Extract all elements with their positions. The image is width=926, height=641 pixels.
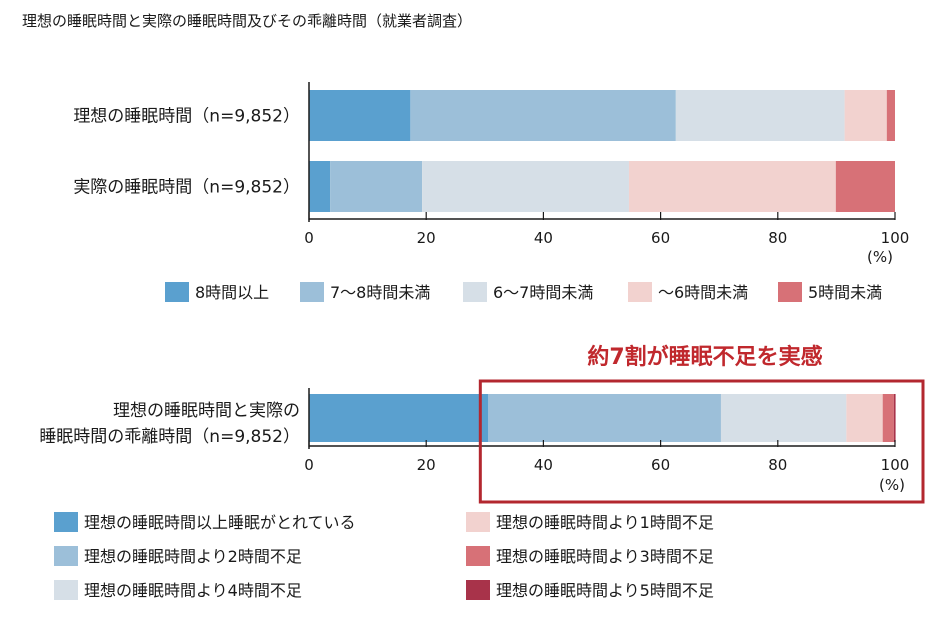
unit-label-c1: (%) [867, 248, 893, 266]
legend-swatch-c1-3 [628, 282, 652, 302]
bar-segment-c1-1-4 [835, 161, 895, 212]
chart-title: 理想の睡眠時間と実際の睡眠時間及びその乖離時間（就業者調査） [22, 12, 472, 30]
legend-swatch-c2-0 [54, 512, 78, 532]
bar-segment-c1-0-1 [410, 90, 676, 141]
legend-label-c2-2: 理想の睡眠時間より4時間不足 [84, 581, 302, 600]
legend-label-c2-5: 理想の睡眠時間より5時間不足 [496, 581, 714, 600]
bar-segment-c1-1-1 [330, 161, 423, 212]
legend-label-c1-3: ～6時間未満 [658, 283, 748, 302]
legend-label-c1-4: 5時間未満 [808, 283, 882, 302]
legend-swatch-c2-4 [466, 546, 490, 566]
legend-label-c2-3: 理想の睡眠時間より1時間不足 [496, 513, 714, 532]
bar-segment-c1-0-3 [844, 90, 887, 141]
x-tick-label-c2-3: 60 [651, 456, 670, 474]
x-tick-label-c1-0: 0 [304, 229, 314, 247]
x-tick-label-c2-2: 40 [534, 456, 553, 474]
bar-segment-c1-1-2 [422, 161, 629, 212]
legend-swatch-c1-0 [165, 282, 189, 302]
bar-segment-c2-3 [846, 394, 883, 442]
category-label-c1-1: 実際の睡眠時間（n=9,852） [73, 178, 300, 198]
bar-segment-c2-4 [882, 394, 894, 442]
legend-swatch-c2-1 [54, 546, 78, 566]
bar-segment-c1-0-4 [886, 90, 895, 141]
category-label-c2-line-0: 理想の睡眠時間と実際の [113, 401, 300, 421]
x-tick-label-c2-0: 0 [304, 456, 314, 474]
legend-swatch-c2-2 [54, 580, 78, 600]
bar-segment-c2-2 [720, 394, 847, 442]
legend-label-c2-1: 理想の睡眠時間より2時間不足 [84, 547, 302, 566]
x-tick-label-c2-1: 20 [417, 456, 436, 474]
bar-segment-c2-1 [488, 394, 721, 442]
annotation-text: 約7割が睡眠不足を実感 [587, 344, 822, 370]
legend-label-c1-2: 6～7時間未満 [493, 283, 593, 302]
legend-swatch-c1-2 [463, 282, 487, 302]
highlight-box [478, 379, 925, 504]
unit-label-c2: (%) [879, 476, 905, 494]
x-tick-label-c1-3: 60 [651, 229, 670, 247]
bar-segment-c1-1-0 [309, 161, 331, 212]
bar-segment-c1-0-0 [309, 90, 411, 141]
x-tick-label-c1-5: 100 [881, 229, 910, 247]
legend-swatch-c2-5 [466, 580, 490, 600]
x-tick-label-c1-1: 20 [417, 229, 436, 247]
x-tick-label-c2-5: 100 [881, 456, 910, 474]
legend-label-c2-0: 理想の睡眠時間以上睡眠がとれている [84, 513, 356, 532]
category-label-c2-line-1: 睡眠時間の乖離時間（n=9,852） [39, 427, 300, 447]
bar-segment-c2-0 [309, 394, 489, 442]
legend-label-c1-0: 8時間以上 [195, 283, 269, 302]
legend-swatch-c1-4 [778, 282, 802, 302]
legend-swatch-c2-3 [466, 512, 490, 532]
category-label-c1-0: 理想の睡眠時間（n=9,852） [73, 107, 300, 127]
bar-segment-c2-5 [893, 394, 896, 442]
legend-swatch-c1-1 [300, 282, 324, 302]
legend-label-c1-1: 7～8時間未満 [330, 283, 430, 302]
bar-segment-c1-1-3 [628, 161, 836, 212]
bar-segment-c1-0-2 [675, 90, 845, 141]
x-tick-label-c2-4: 80 [768, 456, 787, 474]
x-tick-label-c1-2: 40 [534, 229, 553, 247]
legend-label-c2-4: 理想の睡眠時間より3時間不足 [496, 547, 714, 566]
x-tick-label-c1-4: 80 [768, 229, 787, 247]
